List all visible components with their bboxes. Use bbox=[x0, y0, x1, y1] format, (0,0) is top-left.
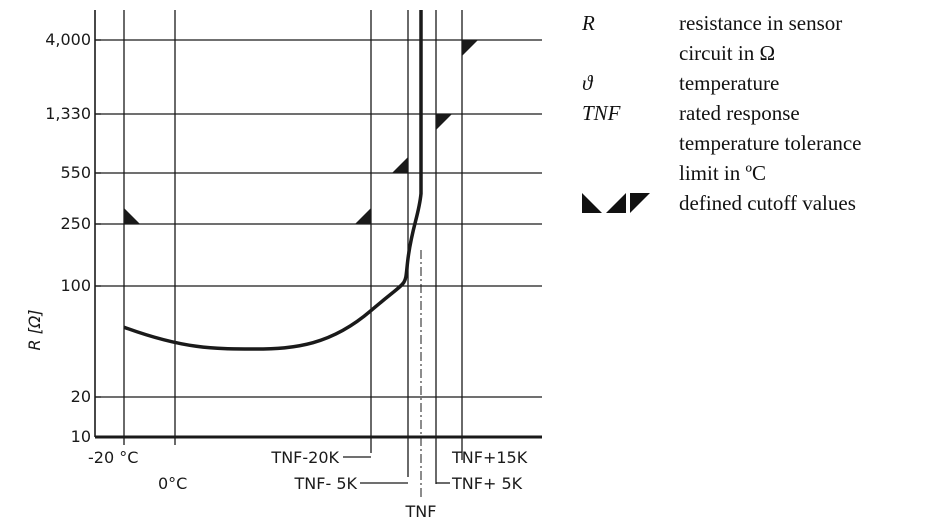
y-tick-label: 550 bbox=[60, 163, 91, 182]
cutoff-marker bbox=[436, 114, 452, 130]
legend-row: circuit in Ω bbox=[582, 38, 932, 68]
legend-row: R resistance in sensor bbox=[582, 8, 932, 38]
legend-row: TNF rated response bbox=[582, 98, 932, 128]
legend-symbol: TNF bbox=[582, 101, 621, 125]
x-label-tnf-minus5k: TNF- 5K bbox=[294, 474, 358, 493]
x-label-tnf: TNF bbox=[405, 502, 437, 521]
x-label-tnf-minus20k: TNF-20K bbox=[270, 448, 339, 467]
x-label-0c: 0°C bbox=[158, 474, 187, 493]
y-tick-label: 250 bbox=[60, 214, 91, 233]
cutoff-marker bbox=[462, 40, 478, 56]
legend-text: temperature bbox=[679, 71, 780, 95]
x-label-tnf-plus15k: TNF+15K bbox=[451, 448, 528, 467]
lower-right-triangle-icon bbox=[606, 193, 626, 213]
legend-row: temperature tolerance bbox=[582, 128, 932, 158]
y-axis-label: R [Ω] bbox=[25, 310, 44, 351]
y-tick-label: 4,000 bbox=[45, 30, 91, 49]
x-label-tnf-plus5k: TNF+ 5K bbox=[451, 474, 523, 493]
cutoff-symbols bbox=[582, 188, 679, 218]
legend-text: rated response bbox=[679, 101, 800, 125]
legend-row: defined cutoff values bbox=[582, 188, 932, 218]
legend-symbol: R bbox=[582, 11, 595, 35]
cutoff-marker bbox=[124, 208, 140, 224]
legend-text: temperature tolerance bbox=[679, 131, 862, 155]
grid bbox=[95, 10, 542, 497]
response-curve bbox=[123, 10, 423, 351]
cutoff-marker bbox=[392, 157, 408, 173]
resistance-temperature-chart: 10 20 100 250 550 1,330 4,000 -20 °C 0°C TNF-20K T… bbox=[25, 10, 542, 521]
axes bbox=[94, 10, 542, 439]
y-tick-label: 100 bbox=[60, 276, 91, 295]
cutoff-markers bbox=[124, 40, 478, 224]
lower-left-triangle-icon bbox=[582, 193, 602, 213]
legend-text: limit in ºC bbox=[679, 161, 767, 185]
y-tick-label: 10 bbox=[71, 427, 91, 446]
legend-row: ϑ temperature bbox=[582, 68, 932, 98]
y-tick-label: 1,330 bbox=[45, 104, 91, 123]
x-label-minus20c: -20 °C bbox=[88, 448, 138, 467]
series-layer bbox=[123, 10, 423, 351]
legend-text: defined cutoff values bbox=[679, 191, 856, 215]
legend-row: limit in ºC bbox=[582, 158, 932, 188]
tick-labels: 10 20 100 250 550 1,330 4,000 -20 °C 0°C TNF-20K T… bbox=[25, 30, 528, 521]
legend-symbol: ϑ bbox=[582, 71, 593, 95]
cutoff-marker bbox=[355, 208, 371, 224]
legend-text: resistance in sensor bbox=[679, 11, 843, 35]
y-tick-label: 20 bbox=[71, 387, 91, 406]
legend: R resistance in sensor circuit in Ω ϑ te… bbox=[582, 8, 932, 218]
upper-left-triangle-icon bbox=[630, 193, 650, 213]
legend-text: circuit in Ω bbox=[679, 41, 776, 65]
